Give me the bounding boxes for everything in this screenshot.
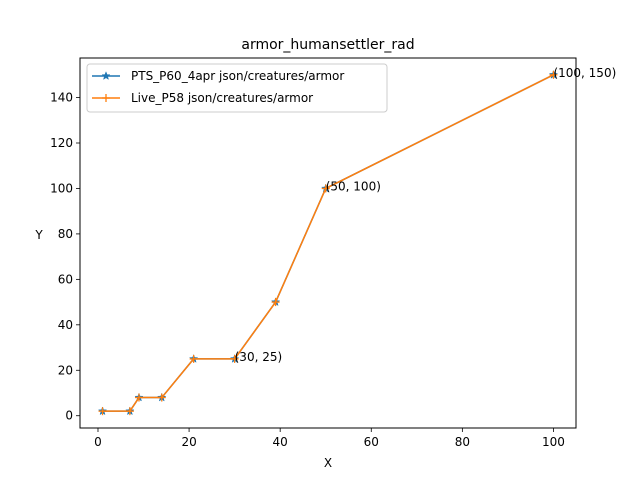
point-annotation: (30, 25): [235, 350, 283, 364]
data-point: [230, 354, 239, 363]
legend: PTS_P60_4apr json/creatures/armor Live_P5…: [86, 63, 388, 113]
x-tick-label: 20: [181, 435, 196, 449]
x-tick-label: 60: [364, 435, 379, 449]
chart-title: armor_humansettler_rad: [241, 37, 414, 53]
legend-entry: Live_P58 json/creatures/armor: [92, 91, 313, 105]
y-axis: 0 20 40 60 80 100 120 140: [50, 91, 80, 423]
y-tick-label: 140: [50, 91, 73, 105]
x-axis-label: X: [324, 456, 332, 470]
y-tick-label: 60: [58, 272, 73, 286]
legend-marker: [102, 94, 110, 102]
y-tick-label: 100: [50, 181, 73, 195]
data-point: [189, 354, 198, 363]
data-point: [157, 393, 166, 402]
x-tick-label: 80: [455, 435, 470, 449]
data-point: [321, 184, 330, 193]
series-line: [102, 74, 554, 412]
x-tick-label: 40: [273, 435, 288, 449]
legend-entry: PTS_P60_4apr json/creatures/armor: [92, 69, 344, 83]
plot-area: [97, 69, 559, 416]
legend-label: Live_P58 json/creatures/armor: [131, 91, 313, 105]
point-annotation: (50, 100): [326, 179, 381, 193]
data-point: [134, 393, 143, 402]
x-axis: 0 20 40 60 80 100: [94, 428, 565, 449]
y-tick-label: 40: [58, 318, 73, 332]
data-point: [98, 407, 107, 416]
annotations: (30, 25) (50, 100) (100, 150): [235, 66, 617, 364]
y-tick-label: 80: [58, 227, 73, 241]
legend-marker: [101, 71, 111, 80]
y-tick-label: 120: [50, 136, 73, 150]
x-tick-label: 100: [542, 435, 565, 449]
data-point: [271, 298, 280, 307]
axes-frame: [79, 57, 577, 429]
legend-label: PTS_P60_4apr json/creatures/armor: [131, 69, 344, 83]
series-2: [98, 70, 558, 416]
data-point: [549, 70, 558, 79]
point-annotation: (100, 150): [553, 66, 616, 80]
y-tick-label: 20: [58, 363, 73, 377]
y-tick-label: 0: [65, 409, 73, 423]
series-line: [102, 74, 554, 412]
series-1: [97, 69, 559, 416]
x-tick-label: 0: [94, 435, 102, 449]
legend-box: [86, 63, 388, 113]
data-point: [125, 407, 134, 416]
y-axis-label: Y: [34, 228, 43, 242]
